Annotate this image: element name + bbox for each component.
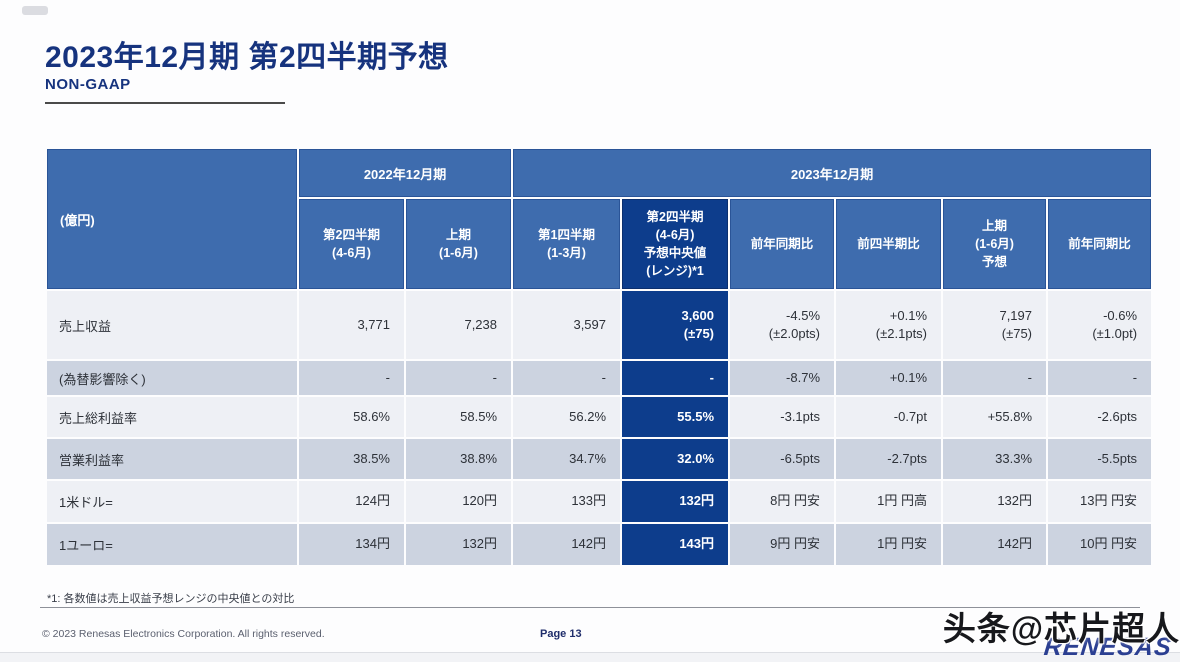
group-header-2022: 2022年12月期 xyxy=(299,149,512,197)
cell-forecast: 3,600 (±75) xyxy=(622,291,729,359)
cell: -0.6% (±1.0pt) xyxy=(1048,291,1152,359)
cell: 13円 円安 xyxy=(1048,481,1152,522)
subtitle-underline xyxy=(45,102,285,104)
row-label: 1米ドル= xyxy=(47,481,297,522)
row-label: 営業利益率 xyxy=(47,439,297,479)
forecast-table: (億円) 2022年12月期 2023年12月期 第2四半期 (4-6月) 上期… xyxy=(45,147,1153,567)
page-number: Page 13 xyxy=(540,628,582,640)
cell: - xyxy=(299,361,404,395)
cell-forecast: 32.0% xyxy=(622,439,729,479)
cell: -5.5pts xyxy=(1048,439,1152,479)
footnote-divider xyxy=(40,607,1140,608)
cell: 133円 xyxy=(513,481,621,522)
cell: -2.7pts xyxy=(836,439,942,479)
cell: 1円 円安 xyxy=(836,524,942,565)
table-row-fx-excluded: (為替影響除く) - - - - -8.7% +0.1% - - xyxy=(47,361,1152,395)
row-label: 売上総利益率 xyxy=(47,397,297,437)
cell: 3,771 xyxy=(299,291,404,359)
cell: 124円 xyxy=(299,481,404,522)
cell: 142円 xyxy=(943,524,1047,565)
bottom-strip xyxy=(0,653,1180,662)
cell: -3.1pts xyxy=(730,397,835,437)
cell: -0.7pt xyxy=(836,397,942,437)
cell: -8.7% xyxy=(730,361,835,395)
cell-forecast: 132円 xyxy=(622,481,729,522)
col-header-yoy-1: 前年同期比 xyxy=(730,199,835,289)
col-header-h1-forecast: 上期 (1-6月) 予想 xyxy=(943,199,1047,289)
col-header-q1-2023: 第1四半期 (1-3月) xyxy=(513,199,621,289)
cell: +55.8% xyxy=(943,397,1047,437)
row-label: 売上収益 xyxy=(47,291,297,359)
footnote: *1: 各数値は売上収益予想レンジの中央値との対比 xyxy=(47,593,295,605)
row-label: 1ユーロ= xyxy=(47,524,297,565)
col-header-qoq: 前四半期比 xyxy=(836,199,942,289)
cell: 38.5% xyxy=(299,439,404,479)
table-row-operating-margin: 営業利益率 38.5% 38.8% 34.7% 32.0% -6.5pts -2… xyxy=(47,439,1152,479)
cell: 3,597 xyxy=(513,291,621,359)
cell: 134円 xyxy=(299,524,404,565)
cell: +0.1% (±2.1pts) xyxy=(836,291,942,359)
cell: -4.5% (±2.0pts) xyxy=(730,291,835,359)
top-left-smudge xyxy=(22,6,48,15)
col-header-h1-2022: 上期 (1-6月) xyxy=(406,199,512,289)
cell: -6.5pts xyxy=(730,439,835,479)
cell: 1円 円高 xyxy=(836,481,942,522)
row-label: (為替影響除く) xyxy=(47,361,297,395)
cell: -2.6pts xyxy=(1048,397,1152,437)
cell: - xyxy=(406,361,512,395)
cell: 58.6% xyxy=(299,397,404,437)
copyright-text: © 2023 Renesas Electronics Corporation. … xyxy=(42,628,325,640)
cell: - xyxy=(943,361,1047,395)
col-header-yoy-2: 前年同期比 xyxy=(1048,199,1152,289)
non-gaap-label: NON-GAAP xyxy=(45,76,131,93)
page-title: 2023年12月期 第2四半期予想 xyxy=(45,41,449,74)
cell: 7,238 xyxy=(406,291,512,359)
col-header-q2-forecast: 第2四半期 (4-6月) 予想中央値 (レンジ)*1 xyxy=(622,199,729,289)
cell: 33.3% xyxy=(943,439,1047,479)
cell: 142円 xyxy=(513,524,621,565)
table-row-eur-rate: 1ユーロ= 134円 132円 142円 143円 9円 円安 1円 円安 14… xyxy=(47,524,1152,565)
cell: +0.1% xyxy=(836,361,942,395)
col-header-q2-2022: 第2四半期 (4-6月) xyxy=(299,199,404,289)
table-row-gross-margin: 売上総利益率 58.6% 58.5% 56.2% 55.5% -3.1pts -… xyxy=(47,397,1152,437)
cell-forecast: - xyxy=(622,361,729,395)
bottom-divider xyxy=(0,652,1180,653)
cell: 120円 xyxy=(406,481,512,522)
cell: 10円 円安 xyxy=(1048,524,1152,565)
cell: 8円 円安 xyxy=(730,481,835,522)
cell: 38.8% xyxy=(406,439,512,479)
cell: 132円 xyxy=(943,481,1047,522)
cell: 34.7% xyxy=(513,439,621,479)
cell: - xyxy=(513,361,621,395)
group-header-2023: 2023年12月期 xyxy=(513,149,1152,197)
cell-forecast: 143円 xyxy=(622,524,729,565)
cell: 56.2% xyxy=(513,397,621,437)
cell: 9円 円安 xyxy=(730,524,835,565)
cell: - xyxy=(1048,361,1152,395)
unit-label-cell: (億円) xyxy=(47,149,297,289)
table-row-usd-rate: 1米ドル= 124円 120円 133円 132円 8円 円安 1円 円高 13… xyxy=(47,481,1152,522)
cell: 132円 xyxy=(406,524,512,565)
cell-forecast: 55.5% xyxy=(622,397,729,437)
watermark-text: 头条@芯片超人 xyxy=(942,610,1180,647)
cell: 58.5% xyxy=(406,397,512,437)
cell: 7,197 (±75) xyxy=(943,291,1047,359)
table-row-revenue: 売上収益 3,771 7,238 3,597 3,600 (±75) -4.5%… xyxy=(47,291,1152,359)
